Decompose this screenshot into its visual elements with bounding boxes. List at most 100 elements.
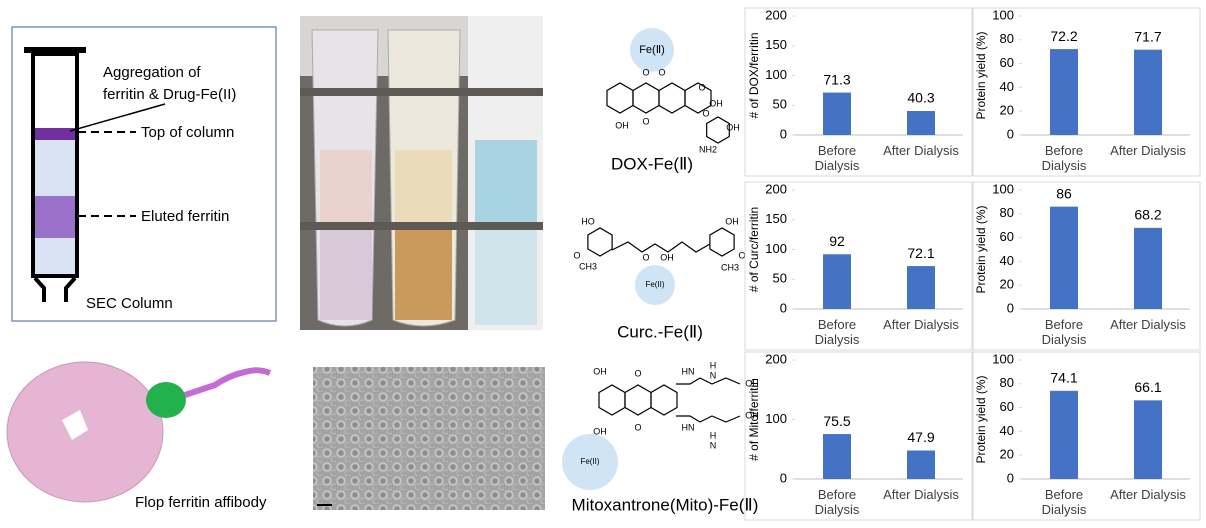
x-tick-label: After Dialysis xyxy=(883,487,959,502)
value-label: 71.7 xyxy=(1134,28,1161,44)
y-tick-label: 40 xyxy=(1000,79,1014,94)
bar xyxy=(1050,206,1078,309)
y-tick-label: 0 xyxy=(780,300,787,315)
fe-label: Fe(II) xyxy=(645,280,664,289)
tube-photo xyxy=(300,16,543,330)
chart-border xyxy=(971,7,1201,177)
bar xyxy=(1134,227,1162,309)
value-label: 92 xyxy=(829,233,845,249)
chart-border xyxy=(971,351,1201,521)
bar xyxy=(1050,390,1078,479)
y-tick-label: 0 xyxy=(780,126,787,141)
x-tick-label: After Dialysis xyxy=(1110,143,1186,158)
bar xyxy=(823,434,851,479)
ring xyxy=(650,384,678,416)
y-tick-label: 80 xyxy=(1000,375,1014,390)
ring xyxy=(598,384,626,416)
fe-halo xyxy=(562,434,618,490)
y-tick-label: 20 xyxy=(1000,447,1014,462)
structure-name: DOX-Fe(Ⅱ) xyxy=(611,154,693,173)
bar xyxy=(1134,49,1162,135)
x-tick-label: After Dialysis xyxy=(883,317,959,332)
atom-label: N xyxy=(710,370,717,380)
y-tick-label: 20 xyxy=(1000,277,1014,292)
atom-label: OH xyxy=(745,378,759,388)
atom-label: O xyxy=(658,67,665,77)
tem-image xyxy=(313,367,545,510)
ring xyxy=(587,227,613,257)
aggregation-label: ferritin & Drug-Fe(II) xyxy=(103,86,236,103)
bar xyxy=(1134,400,1162,479)
helix xyxy=(184,367,272,398)
atom-label: OH xyxy=(615,120,629,130)
value-label: 72.2 xyxy=(1050,28,1077,44)
atom-label: OH xyxy=(709,98,723,108)
y-tick-label: 100 xyxy=(992,351,1014,366)
atom-label: O xyxy=(702,108,709,118)
x-tick-label: After Dialysis xyxy=(1110,487,1186,502)
bar xyxy=(823,254,851,309)
y-tick-label: 60 xyxy=(1000,55,1014,70)
atom-label: OH xyxy=(660,252,674,262)
atom-label: O xyxy=(698,82,705,92)
y-axis-title: # of DOX/ferritin xyxy=(747,32,761,118)
bar xyxy=(1050,49,1078,135)
cage-pore xyxy=(62,410,88,440)
x-tick-label: Before Dialysis xyxy=(814,317,860,347)
atom-label: OH xyxy=(726,122,740,132)
tube-liquid xyxy=(320,230,372,320)
atom-label: O xyxy=(738,250,745,260)
tube-liquid xyxy=(320,150,372,230)
y-tick-label: 150 xyxy=(765,37,787,52)
top-label: Top of column xyxy=(141,124,234,141)
y-tick-label: 60 xyxy=(1000,399,1014,414)
y-tick-label: 60 xyxy=(1000,229,1014,244)
affibody-caption: Flop ferritin affibody xyxy=(135,494,267,511)
structure-name: Curc.-Fe(Ⅱ) xyxy=(617,322,703,341)
ring xyxy=(658,82,686,114)
pointer-line xyxy=(69,103,166,132)
y-tick-label: 0 xyxy=(1007,300,1014,315)
x-tick-label: Before Dialysis xyxy=(1041,143,1087,173)
value-label: 66.1 xyxy=(1134,379,1161,395)
chart-border xyxy=(744,7,974,177)
value-label: 72.1 xyxy=(907,245,934,261)
tube-liquid xyxy=(395,230,452,320)
affibody-domain xyxy=(146,382,186,418)
chart-border xyxy=(744,351,974,521)
y-axis-title: Protein yield (%) xyxy=(974,205,988,293)
y-tick-label: 100 xyxy=(765,411,787,426)
y-tick-label: 50 xyxy=(773,97,787,112)
atom-label: O xyxy=(642,116,649,126)
value-label: 74.1 xyxy=(1050,370,1077,386)
ring xyxy=(709,227,735,257)
fe-label: Fe(II) xyxy=(580,457,599,466)
atom-label: O xyxy=(634,422,641,432)
atom-label: O xyxy=(642,67,649,77)
bar xyxy=(823,92,851,135)
rack-bar xyxy=(300,88,543,96)
atom-label: O xyxy=(642,252,649,262)
atom-label: O xyxy=(634,368,641,378)
y-tick-label: 0 xyxy=(1007,126,1014,141)
value-label: 47.9 xyxy=(907,429,934,445)
atom-label: N xyxy=(710,440,717,450)
y-tick-label: 150 xyxy=(765,211,787,226)
chain xyxy=(611,241,711,253)
atom-label: O xyxy=(573,250,580,260)
atom-label: HN xyxy=(682,366,695,376)
atom-label: CH3 xyxy=(579,261,597,271)
rack-bar xyxy=(300,222,543,230)
x-tick-label: Before Dialysis xyxy=(814,487,860,517)
atom-label: HO xyxy=(581,216,595,226)
fe-halo xyxy=(630,28,674,72)
column-rim xyxy=(24,47,86,53)
x-tick-label: Before Dialysis xyxy=(1041,487,1087,517)
ferritin-cage xyxy=(6,361,164,503)
column-outlet xyxy=(33,276,77,302)
y-tick-label: 200 xyxy=(765,181,787,196)
aggregate-band xyxy=(35,128,75,140)
ring xyxy=(632,82,660,114)
ring xyxy=(624,384,652,416)
x-tick-label: Before Dialysis xyxy=(814,143,860,173)
